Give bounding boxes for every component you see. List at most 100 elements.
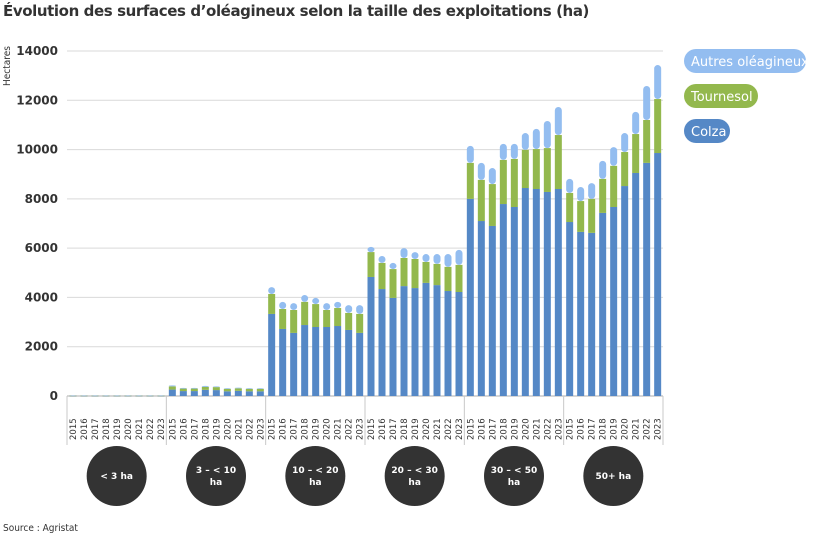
bar-segment-colza <box>245 391 253 396</box>
bar-segment-tournesol <box>566 192 574 223</box>
bar-segment-autres <box>356 305 364 314</box>
year-tick-label: 2015 <box>168 418 178 440</box>
bar-segment-tournesol <box>279 309 287 329</box>
bar-segment-autres <box>190 387 198 389</box>
bar-segment-tournesol <box>554 135 562 189</box>
year-tick-label: 2021 <box>632 418 642 440</box>
y-axis-label: Hectares <box>2 46 13 86</box>
bar-segment-tournesol <box>411 258 419 289</box>
bar-segment-autres <box>334 301 342 309</box>
bar-segment-tournesol <box>588 198 596 233</box>
bar-segment-autres <box>91 395 99 397</box>
bar-segment-tournesol <box>643 120 651 163</box>
year-tick-label: 2016 <box>279 418 289 440</box>
bar-segment-tournesol <box>466 162 474 199</box>
bar-segment-colza <box>356 332 364 396</box>
bar-segment-autres <box>268 287 276 294</box>
bar-segment-colza <box>554 189 562 396</box>
bar-segment-colza <box>256 391 264 396</box>
bar-segment-tournesol <box>345 312 353 330</box>
bar-segment-autres <box>488 168 496 185</box>
bar-segment-autres <box>466 145 474 163</box>
bar-segment-autres <box>69 395 77 397</box>
bar-segment-colza <box>212 390 220 396</box>
year-tick-label: 2017 <box>488 418 498 440</box>
bar-segment-autres <box>113 395 121 397</box>
year-tick-label: 2017 <box>389 418 399 440</box>
bar-segment-colza <box>290 332 298 396</box>
year-tick-label: 2021 <box>433 418 443 440</box>
group-label: 20 – < 30 <box>391 466 438 476</box>
year-tick-label: 2021 <box>532 418 542 440</box>
year-tick-label: 2018 <box>201 418 211 440</box>
bar-segment-colza <box>234 390 242 396</box>
bar-segment-colza <box>499 204 507 396</box>
year-tick-label: 2022 <box>444 418 454 440</box>
year-tick-label: 2019 <box>411 418 421 440</box>
bar-segment-autres <box>621 133 629 153</box>
group-label: ha <box>408 478 420 488</box>
year-tick-label: 2016 <box>179 418 189 440</box>
bar-segment-colza <box>268 313 276 396</box>
y-tick-label: 12000 <box>16 93 58 107</box>
group-label: < 3 ha <box>100 472 133 482</box>
bar-segment-tournesol <box>312 304 320 327</box>
bar-segment-tournesol <box>356 313 364 333</box>
bar-segment-tournesol <box>334 308 342 327</box>
bar-segment-colza <box>643 162 651 396</box>
bar-segment-tournesol <box>389 269 397 298</box>
bar-segment-autres <box>301 294 309 302</box>
bar-segment-colza <box>301 325 309 396</box>
bar-segment-colza <box>444 291 452 396</box>
year-tick-label: 2022 <box>146 418 156 440</box>
bar-segment-colza <box>168 389 176 396</box>
year-tick-label: 2020 <box>124 418 134 440</box>
bar-segment-tournesol <box>543 148 551 192</box>
bar-segment-autres <box>256 388 264 389</box>
bar-segment-autres <box>643 85 651 120</box>
year-tick-label: 2022 <box>345 418 355 440</box>
bar-segment-tournesol <box>223 388 231 392</box>
bar-segment-autres <box>179 387 187 389</box>
group-label: 50+ ha <box>595 472 631 482</box>
bar-segment-autres <box>532 128 540 150</box>
year-tick-label: 2019 <box>312 418 322 440</box>
year-tick-label: 2015 <box>367 418 377 440</box>
chart-title: Évolution des surfaces d’oléagineux selo… <box>3 2 590 20</box>
bar-segment-tournesol <box>301 301 309 326</box>
bar-segment-autres <box>279 301 287 310</box>
year-tick-label: 2016 <box>477 418 487 440</box>
year-tick-label: 2021 <box>135 418 145 440</box>
bar-segment-colza <box>312 327 320 396</box>
group-label: 10 – < 20 <box>292 466 339 476</box>
bar-segment-colza <box>610 206 618 396</box>
group-badge <box>583 446 644 506</box>
bar-segment-tournesol <box>378 262 386 290</box>
bar-segment-autres <box>521 133 529 150</box>
bar-segment-tournesol <box>621 152 629 187</box>
year-tick-label: 2020 <box>521 418 531 440</box>
bar-segment-autres <box>168 385 176 387</box>
group-label: 30 – < 50 <box>491 466 538 476</box>
bar-segment-autres <box>245 388 253 389</box>
bar-segment-autres <box>290 303 298 310</box>
year-tick-label: 2018 <box>301 418 311 440</box>
year-tick-label: 2022 <box>643 418 653 440</box>
bar-segment-colza <box>455 292 463 396</box>
bar-segment-tournesol <box>654 99 662 154</box>
year-tick-label: 2020 <box>621 418 631 440</box>
y-tick-label: 10000 <box>16 143 58 157</box>
bar-segment-colza <box>599 212 607 396</box>
bar-segment-autres <box>543 120 551 149</box>
legend-pill-autres <box>684 49 806 73</box>
bar-segment-tournesol <box>632 134 640 173</box>
bar-segment-colza <box>389 297 397 396</box>
bar-segment-autres <box>312 297 320 305</box>
bar-segment-tournesol <box>367 252 375 277</box>
bar-segment-autres <box>554 106 562 136</box>
bar-segment-tournesol <box>256 388 264 392</box>
group-label: 3 – < 10 <box>196 466 236 476</box>
bar-segment-autres <box>411 252 419 259</box>
bar-segment-tournesol <box>577 201 585 232</box>
bar-segment-autres <box>212 386 220 388</box>
